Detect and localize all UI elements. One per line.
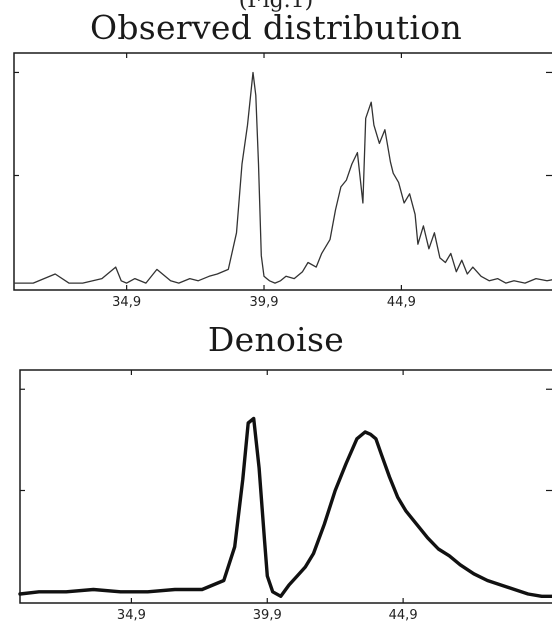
observed-x-tick-label: 39,9 — [250, 295, 279, 310]
figure-caption-fragment: (Fig.1) — [238, 0, 314, 13]
denoise-x-tick-label: 44,9 — [389, 608, 418, 623]
denoise-x-tick-label: 34,9 — [117, 608, 146, 623]
observed-plot-frame — [13, 52, 552, 291]
denoise-plot-frame — [19, 369, 552, 604]
observed-x-tick-label: 44,9 — [387, 295, 416, 310]
chart-title-denoise: Denoise — [207, 320, 345, 359]
observed-x-tick-label: 34,9 — [112, 295, 141, 310]
denoise-series-line — [18, 416, 552, 599]
denoise-chart: 34,9 39,9 44,9 — [18, 369, 552, 623]
denoise-x-tick-label: 39,9 — [253, 608, 282, 623]
chart-title-observed: Observed distribution — [89, 8, 463, 47]
observed-series-line — [13, 71, 552, 284]
observed-distribution-chart: 34,9 39,9 44,9 — [13, 52, 552, 310]
